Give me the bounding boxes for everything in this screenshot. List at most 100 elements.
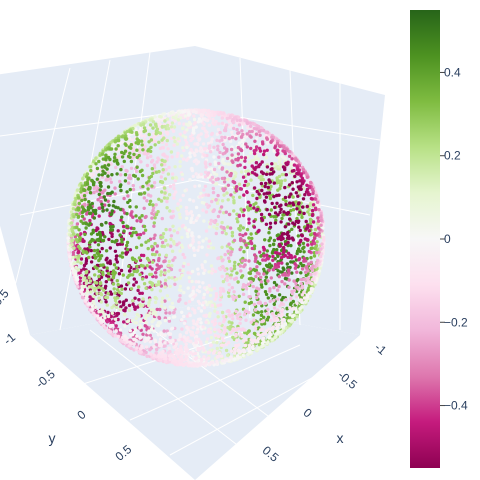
data-point	[241, 256, 245, 261]
data-point	[96, 248, 100, 252]
data-point	[204, 313, 208, 317]
data-point	[207, 239, 211, 243]
data-point	[240, 144, 245, 148]
data-point	[151, 208, 155, 213]
data-point	[247, 236, 251, 240]
data-point	[166, 351, 170, 355]
data-point	[113, 271, 117, 275]
data-point	[296, 202, 301, 206]
data-point	[180, 273, 184, 277]
data-point	[166, 126, 171, 131]
data-point	[181, 252, 185, 257]
data-point	[192, 131, 196, 135]
data-point	[251, 313, 256, 317]
data-point	[163, 285, 167, 289]
data-point	[229, 267, 233, 271]
data-point	[154, 132, 158, 136]
data-point	[276, 155, 281, 159]
data-point	[152, 318, 156, 322]
data-point	[202, 147, 207, 151]
data-point	[97, 285, 101, 289]
colorbar	[410, 10, 440, 468]
data-point	[117, 272, 122, 276]
data-point	[252, 151, 257, 156]
gridline-3	[239, 57, 251, 319]
data-point	[148, 202, 152, 206]
data-point	[304, 265, 308, 269]
data-point	[150, 244, 154, 249]
data-point	[92, 159, 96, 164]
data-point	[188, 151, 192, 155]
data-point	[189, 220, 193, 224]
data-point	[207, 314, 212, 318]
data-point	[148, 333, 152, 338]
data-point	[106, 199, 110, 203]
data-point	[76, 268, 81, 272]
data-point	[197, 235, 201, 239]
data-point	[258, 261, 262, 266]
data-point	[204, 320, 208, 324]
data-point	[256, 337, 261, 341]
data-point	[97, 214, 101, 218]
data-point	[242, 193, 246, 197]
data-point	[155, 347, 159, 352]
data-point	[134, 205, 138, 209]
data-point	[170, 155, 174, 159]
scene-3d[interactable]	[0, 46, 385, 480]
data-point	[298, 307, 302, 311]
data-point	[88, 221, 92, 226]
data-point	[305, 183, 309, 187]
data-point	[135, 165, 139, 169]
data-point	[214, 321, 218, 325]
data-point	[215, 346, 219, 351]
data-point	[186, 234, 190, 239]
data-point	[301, 197, 306, 201]
data-point	[283, 242, 288, 246]
data-point	[135, 219, 139, 223]
data-point	[205, 337, 210, 341]
data-point	[173, 119, 177, 123]
data-point	[265, 165, 270, 169]
data-point	[154, 275, 158, 279]
data-point	[201, 208, 205, 212]
data-point	[258, 149, 263, 153]
data-point	[295, 180, 299, 184]
data-point	[132, 277, 136, 281]
data-point	[98, 234, 103, 238]
data-point	[162, 152, 166, 156]
data-point	[230, 130, 234, 134]
data-point	[255, 271, 260, 275]
data-point	[107, 237, 111, 242]
data-point	[213, 333, 218, 338]
data-point	[202, 306, 207, 310]
data-point	[163, 177, 168, 181]
data-point	[268, 299, 272, 303]
data-point	[284, 173, 288, 177]
data-point	[303, 237, 307, 241]
data-point	[116, 138, 121, 143]
data-point	[233, 357, 237, 361]
data-point	[276, 308, 280, 312]
data-point	[72, 215, 76, 219]
data-point	[203, 260, 207, 264]
data-point	[124, 168, 128, 173]
data-point	[174, 342, 179, 346]
data-point	[194, 172, 198, 176]
data-point	[302, 296, 307, 300]
data-point	[226, 309, 231, 313]
data-point	[273, 295, 277, 299]
data-point	[107, 151, 111, 156]
data-point	[132, 342, 136, 346]
data-point	[287, 183, 292, 187]
data-point	[88, 245, 92, 249]
colorbar-tick-label: −0.4	[444, 399, 468, 413]
data-point	[280, 307, 285, 312]
data-point	[188, 134, 193, 139]
data-point	[279, 220, 283, 224]
data-point	[237, 294, 241, 298]
data-point	[134, 214, 138, 218]
colorbar-tick-label: −0.2	[444, 315, 468, 329]
data-point	[93, 273, 97, 277]
data-point	[187, 228, 191, 232]
data-point	[83, 209, 87, 213]
